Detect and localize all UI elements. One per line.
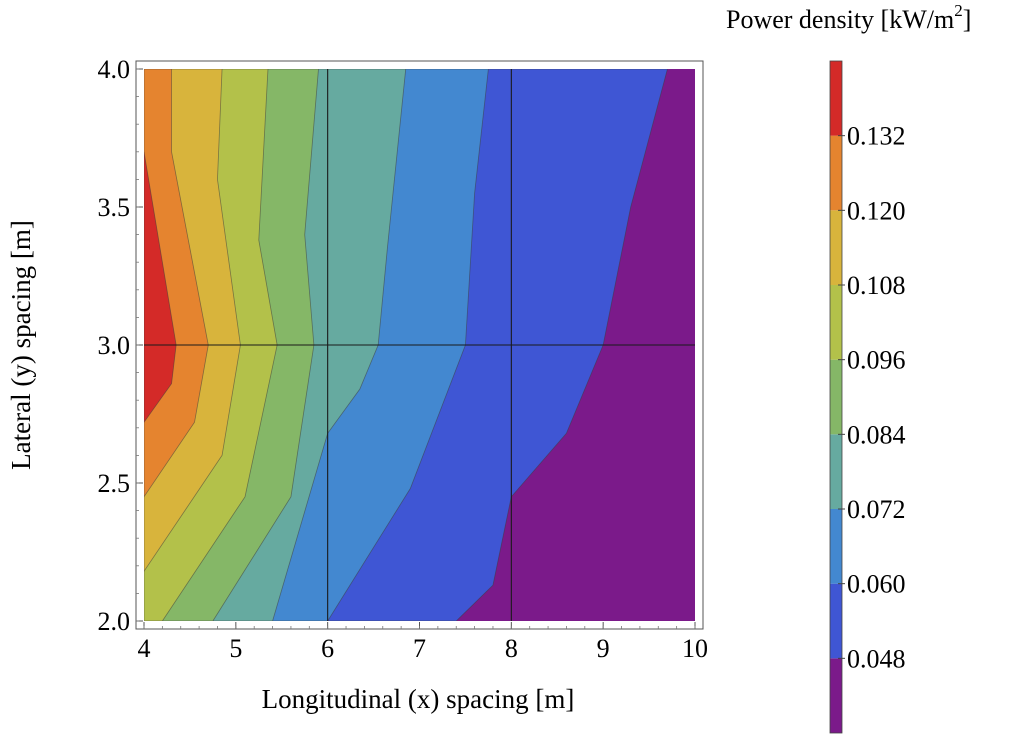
colorbar-title-superscript: 2 [954, 1, 963, 20]
colorbar-band [830, 359, 842, 435]
x-axis: 4 5 6 7 8 9 10 [138, 622, 708, 663]
x-tick-label: 5 [229, 634, 242, 663]
x-tick-label: 6 [321, 634, 334, 663]
y-tick-label: 4.0 [98, 55, 131, 84]
colorbar-title: Power density [kW/m2] [726, 1, 971, 34]
colorbar-tick-label: 0.132 [847, 122, 906, 151]
y-tick-label: 2.5 [98, 469, 131, 498]
colorbar-tick-label: 0.084 [847, 420, 906, 449]
colorbar-band [830, 61, 842, 136]
colorbar: 0.048 0.060 0.072 0.084 0.096 0.108 0.120 0.132 [829, 60, 906, 734]
colorbar-band [830, 135, 842, 211]
x-tick-label: 9 [597, 634, 610, 663]
colorbar-band [830, 285, 842, 360]
x-tick-label: 8 [505, 634, 518, 663]
colorbar-tick-label: 0.060 [847, 570, 906, 599]
x-tick-label: 10 [682, 634, 708, 663]
colorbar-tick-label: 0.072 [847, 495, 906, 524]
colorbar-band [830, 509, 842, 584]
x-axis-title: Longitudinal (x) spacing [m] [262, 684, 575, 714]
colorbar-band [830, 210, 842, 285]
y-axis-title: Lateral (y) spacing [m] [6, 220, 36, 470]
x-tick-label: 7 [413, 634, 426, 663]
colorbar-tick-label: 0.048 [847, 644, 906, 673]
colorbar-band [830, 434, 842, 509]
y-tick-label: 3.5 [98, 193, 131, 222]
y-tick-label: 2.0 [98, 607, 131, 636]
colorbar-tick-label: 0.096 [847, 346, 906, 375]
plot-gridlines [144, 69, 695, 621]
colorbar-frame [829, 60, 843, 734]
colorbar-title-end: ] [963, 5, 972, 34]
colorbar-band [830, 658, 842, 733]
x-tick-label: 4 [138, 634, 151, 663]
y-tick-label: 3.0 [98, 331, 131, 360]
colorbar-tick-label: 0.120 [847, 196, 906, 225]
y-axis: 2.0 2.5 3.0 3.5 4.0 [98, 55, 143, 636]
colorbar-tick-label: 0.108 [847, 271, 906, 300]
colorbar-band [830, 583, 842, 659]
colorbar-title-text: Power density [kW/m [726, 5, 954, 34]
